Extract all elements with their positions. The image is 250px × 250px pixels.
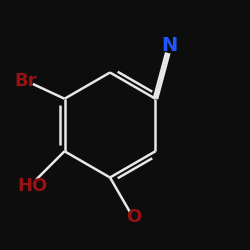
- Text: HO: HO: [17, 177, 48, 195]
- Text: Br: Br: [14, 72, 36, 90]
- Text: N: N: [161, 36, 177, 55]
- Text: O: O: [126, 208, 142, 226]
